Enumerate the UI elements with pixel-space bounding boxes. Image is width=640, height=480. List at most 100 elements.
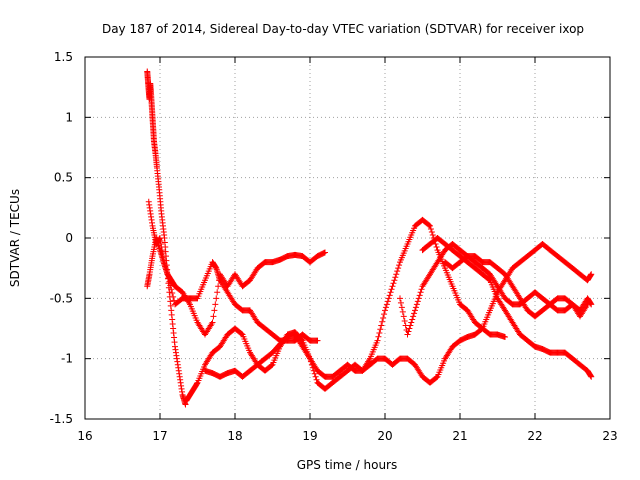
data-point <box>428 228 435 235</box>
data-point <box>167 282 174 289</box>
data-point <box>397 299 404 306</box>
data-point <box>165 274 172 281</box>
data-point <box>426 222 433 229</box>
chart-title: Day 187 of 2014, Sidereal Day-to-day VTE… <box>102 22 584 36</box>
data-point <box>389 283 396 290</box>
data-point <box>412 304 419 311</box>
data-point <box>502 333 508 340</box>
data-point <box>416 292 423 299</box>
track-8 <box>442 253 591 320</box>
data-point <box>396 262 403 269</box>
data-point <box>486 276 493 283</box>
y-tick-label: 1.5 <box>54 50 73 64</box>
data-point <box>427 222 433 229</box>
data-point <box>412 307 418 314</box>
data-point <box>381 311 388 318</box>
data-point <box>182 401 189 408</box>
data-point <box>394 268 401 275</box>
data-point <box>418 286 425 293</box>
data-point <box>268 362 275 369</box>
x-tick-label: 18 <box>227 429 242 443</box>
data-point <box>399 308 406 315</box>
data-point <box>410 313 417 320</box>
y-tick-label: 0.5 <box>54 171 73 185</box>
data-point <box>429 231 436 238</box>
data-point <box>377 326 384 333</box>
tick-labels: 16 17 18 19 20 21 22 23 -1.5 -1 -0.5 0 0.5 1 1.5 <box>50 50 618 443</box>
data-point <box>215 283 222 290</box>
data-points <box>144 68 595 408</box>
data-point <box>397 295 403 302</box>
data-point <box>378 322 385 329</box>
data-point <box>387 289 394 296</box>
data-point <box>385 295 392 302</box>
data-point <box>212 301 219 308</box>
data-point <box>392 274 399 281</box>
data-point <box>170 293 177 300</box>
data-point <box>393 271 400 278</box>
y-tick-label: -1.5 <box>50 412 73 426</box>
track-7 <box>419 235 595 380</box>
x-tick-label: 17 <box>152 429 167 443</box>
data-point <box>588 373 595 380</box>
x-tick-label: 21 <box>452 429 467 443</box>
data-point <box>375 333 382 340</box>
x-tick-label: 23 <box>602 429 617 443</box>
data-point <box>584 301 591 308</box>
y-axis-label: SDTVAR / TECUs <box>8 189 22 287</box>
data-point <box>380 314 387 321</box>
data-point <box>406 325 413 332</box>
ticks <box>84 56 611 420</box>
data-point <box>400 313 407 320</box>
data-point <box>415 295 422 302</box>
data-point <box>388 286 395 293</box>
data-point <box>384 298 391 305</box>
data-point <box>588 271 595 278</box>
data-point <box>211 307 218 314</box>
data-point <box>417 289 424 296</box>
data-point <box>210 313 217 320</box>
y-tick-label: 0 <box>65 231 73 245</box>
x-tick-label: 19 <box>302 429 317 443</box>
data-point <box>386 292 393 299</box>
x-tick-label: 22 <box>527 429 542 443</box>
data-point <box>390 280 397 287</box>
data-point <box>383 301 390 308</box>
data-point <box>391 277 398 284</box>
data-point <box>213 295 220 302</box>
data-point <box>322 249 328 256</box>
data-point <box>382 307 388 314</box>
data-point <box>398 304 405 311</box>
data-point <box>433 244 440 251</box>
data-point <box>395 265 402 272</box>
track-4 <box>183 216 508 404</box>
data-point <box>314 337 321 344</box>
data-point <box>404 331 411 338</box>
x-tick-label: 16 <box>77 429 92 443</box>
data-point <box>478 326 485 333</box>
track-1 <box>144 68 189 408</box>
data-point <box>164 271 171 278</box>
track-3 <box>145 198 321 344</box>
data-point <box>401 317 408 324</box>
data-point <box>382 304 389 311</box>
data-point <box>374 337 381 344</box>
data-point <box>166 278 173 285</box>
data-point <box>413 301 420 308</box>
y-tick-label: -0.5 <box>50 291 73 305</box>
data-point <box>209 319 216 326</box>
data-point <box>407 322 414 329</box>
data-point <box>313 376 320 383</box>
data-point <box>405 328 412 335</box>
y-tick-label: 1 <box>65 110 73 124</box>
data-point <box>414 298 421 305</box>
y-tick-label: -1 <box>61 352 73 366</box>
data-point <box>238 330 245 337</box>
x-tick-label: 20 <box>377 429 392 443</box>
data-point <box>214 289 221 296</box>
data-point <box>408 319 415 326</box>
data-point <box>411 310 418 317</box>
data-point <box>311 370 318 377</box>
data-point <box>409 316 416 323</box>
